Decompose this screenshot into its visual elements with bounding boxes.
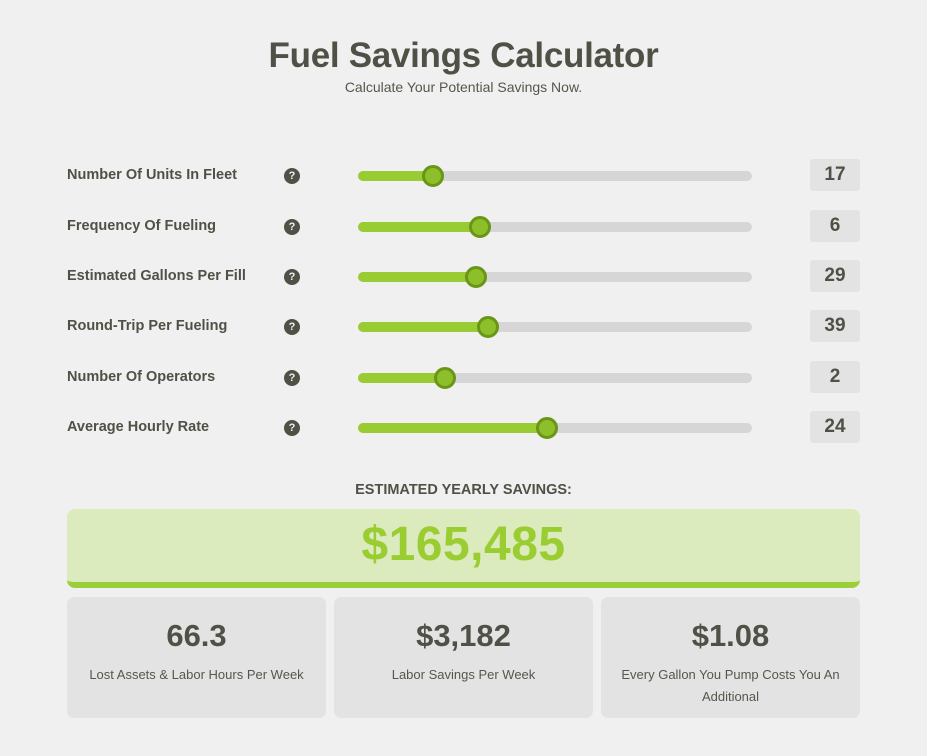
slider-thumb[interactable]	[465, 266, 488, 288]
slider-label: Average Hourly Rate	[67, 419, 210, 435]
slider-label: Frequency Of Fueling	[67, 218, 217, 234]
slider-track[interactable]	[358, 417, 752, 439]
stat-value: $1.08	[691, 618, 770, 653]
slider-row-gallons: Estimated Gallons Per Fill ? 29	[0, 260, 927, 294]
slider-label: Number Of Operators	[67, 369, 216, 385]
slider-thumb[interactable]	[433, 367, 456, 389]
slider-row-units: Number Of Units In Fleet ? 17	[0, 159, 927, 193]
slider-fill	[358, 423, 548, 433]
slider-row-round-trip: Round-Trip Per Fueling ? 39	[0, 310, 927, 344]
slider-value[interactable]: 6	[810, 210, 860, 242]
stat-value: $3,182	[416, 618, 511, 653]
stat-card-gallon-cost: $1.08 Every Gallon You Pump Costs You An…	[601, 597, 860, 718]
slider-value[interactable]: 17	[810, 159, 860, 191]
slider-value[interactable]: 39	[810, 310, 860, 342]
slider-track[interactable]	[358, 367, 752, 389]
slider-thumb[interactable]	[421, 165, 444, 187]
slider-value[interactable]: 2	[810, 361, 860, 393]
slider-value[interactable]: 24	[810, 411, 860, 443]
slider-fill	[358, 322, 489, 332]
slider-fill	[358, 222, 481, 232]
stat-label: Every Gallon You Pump Costs You An Addit…	[621, 667, 840, 704]
slider-row-operators: Number Of Operators ? 2	[0, 361, 927, 395]
estimated-savings-label: ESTIMATED YEARLY SAVINGS:	[355, 482, 572, 498]
help-icon[interactable]: ?	[284, 319, 300, 335]
slider-fill	[358, 272, 477, 282]
stat-label: Labor Savings Per Week	[391, 667, 536, 682]
slider-fill	[358, 171, 433, 181]
page-subtitle: Calculate Your Potential Savings Now.	[344, 79, 583, 95]
help-icon[interactable]: ?	[284, 219, 300, 235]
slider-thumb[interactable]	[477, 316, 500, 338]
slider-label: Round-Trip Per Fueling	[67, 318, 228, 334]
stat-value: 66.3	[166, 618, 227, 653]
slider-track[interactable]	[358, 316, 752, 338]
slider-track[interactable]	[358, 266, 752, 288]
slider-value[interactable]: 29	[810, 260, 860, 292]
slider-track[interactable]	[358, 165, 752, 187]
help-icon[interactable]: ?	[284, 269, 300, 285]
slider-thumb[interactable]	[536, 417, 559, 439]
slider-fill	[358, 373, 445, 383]
slider-track[interactable]	[358, 216, 752, 238]
slider-label: Estimated Gallons Per Fill	[67, 268, 246, 284]
help-icon[interactable]: ?	[284, 420, 300, 436]
stat-card-labor-savings: $3,182 Labor Savings Per Week	[334, 597, 593, 718]
slider-row-hourly-rate: Average Hourly Rate ? 24	[0, 411, 927, 445]
stat-label: Lost Assets & Labor Hours Per Week	[89, 667, 304, 682]
help-icon[interactable]: ?	[284, 168, 300, 184]
slider-label: Number Of Units In Fleet	[67, 167, 237, 183]
estimated-savings-value: $165,485	[361, 518, 566, 571]
estimated-savings-panel: $165,485	[67, 509, 860, 588]
page-title: Fuel Savings Calculator	[268, 36, 659, 75]
help-icon[interactable]: ?	[284, 370, 300, 386]
slider-row-frequency: Frequency Of Fueling ? 6	[0, 210, 927, 244]
slider-thumb[interactable]	[469, 216, 492, 238]
stat-card-lost-hours: 66.3 Lost Assets & Labor Hours Per Week	[67, 597, 326, 718]
